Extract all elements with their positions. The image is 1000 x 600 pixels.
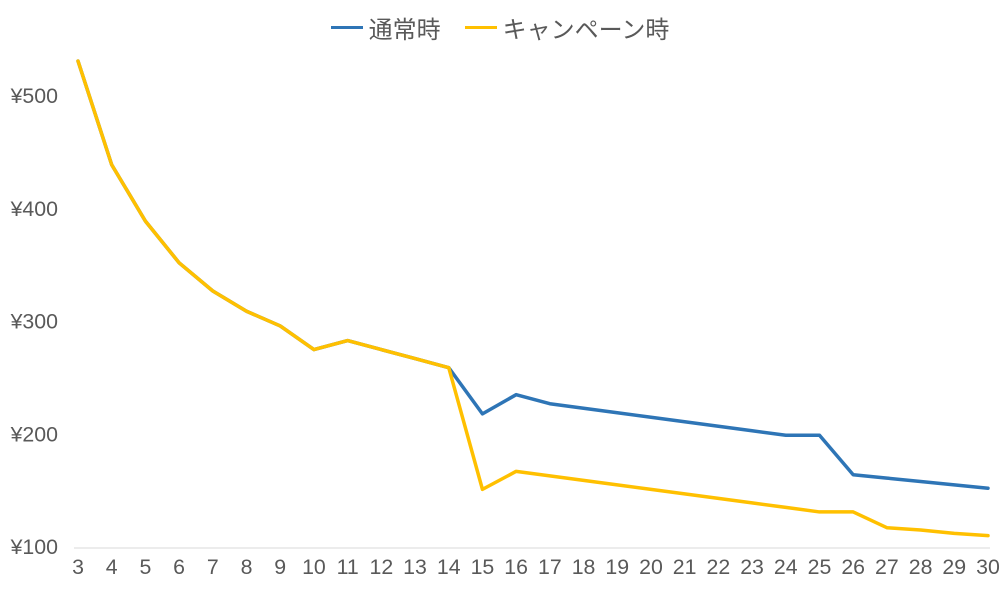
x-tick-label: 5 bbox=[139, 555, 151, 579]
y-tick-label: ¥100 bbox=[10, 535, 59, 559]
x-tick-label: 25 bbox=[808, 555, 832, 579]
x-tick-label: 16 bbox=[504, 555, 528, 579]
x-tick-label: 11 bbox=[337, 555, 359, 579]
y-tick-label: ¥300 bbox=[10, 310, 59, 334]
x-tick-label: 7 bbox=[207, 555, 219, 579]
y-tick-label: ¥400 bbox=[10, 197, 59, 221]
x-tick-label: 19 bbox=[605, 555, 629, 579]
legend-swatch bbox=[331, 26, 363, 29]
x-tick-label: 18 bbox=[572, 555, 596, 579]
series-line-campaign bbox=[78, 61, 988, 536]
chart-svg: ¥100 ¥200 ¥300 ¥400 ¥500 3456789 10 11 12 13 14 15 1… bbox=[0, 0, 1000, 600]
x-tick-label: 9 bbox=[274, 555, 286, 579]
legend: 通常時 キャンペーン時 bbox=[0, 8, 1000, 45]
x-tick-label: 24 bbox=[774, 555, 798, 579]
series-line-normal bbox=[78, 61, 988, 488]
x-tick-label: 17 bbox=[538, 555, 562, 579]
x-tick-label: 4 bbox=[106, 555, 118, 579]
line-chart: 通常時 キャンペーン時 ¥100 ¥200 ¥300 ¥400 ¥500 3456789 10… bbox=[0, 0, 1000, 600]
x-tick-label: 13 bbox=[403, 555, 427, 579]
x-tick-label: 21 bbox=[673, 555, 697, 579]
x-tick-label: 30 bbox=[976, 555, 1000, 579]
y-tick-label: ¥200 bbox=[10, 422, 59, 446]
x-tick-label: 26 bbox=[841, 555, 865, 579]
x-tick-label: 22 bbox=[707, 555, 731, 579]
x-tick-label: 29 bbox=[942, 555, 966, 579]
x-tick-label: 10 bbox=[302, 555, 326, 579]
x-tick-label: 15 bbox=[471, 555, 495, 579]
legend-item-campaign: キャンペーン時 bbox=[465, 10, 670, 45]
y-tick-label: ¥500 bbox=[10, 84, 59, 108]
x-tick-label: 23 bbox=[740, 555, 764, 579]
x-tick-label: 8 bbox=[241, 555, 253, 579]
legend-label: キャンペーン時 bbox=[503, 10, 670, 45]
x-tick-label: 20 bbox=[639, 555, 663, 579]
x-tick-label: 6 bbox=[173, 555, 185, 579]
x-tick-label: 28 bbox=[909, 555, 933, 579]
x-tick-label: 3 bbox=[72, 555, 84, 579]
x-tick-label: 27 bbox=[875, 555, 899, 579]
legend-item-normal: 通常時 bbox=[331, 10, 441, 45]
x-tick-label: 14 bbox=[437, 555, 461, 579]
x-tick-label: 12 bbox=[369, 555, 393, 579]
legend-swatch bbox=[465, 26, 497, 29]
legend-label: 通常時 bbox=[369, 10, 441, 45]
